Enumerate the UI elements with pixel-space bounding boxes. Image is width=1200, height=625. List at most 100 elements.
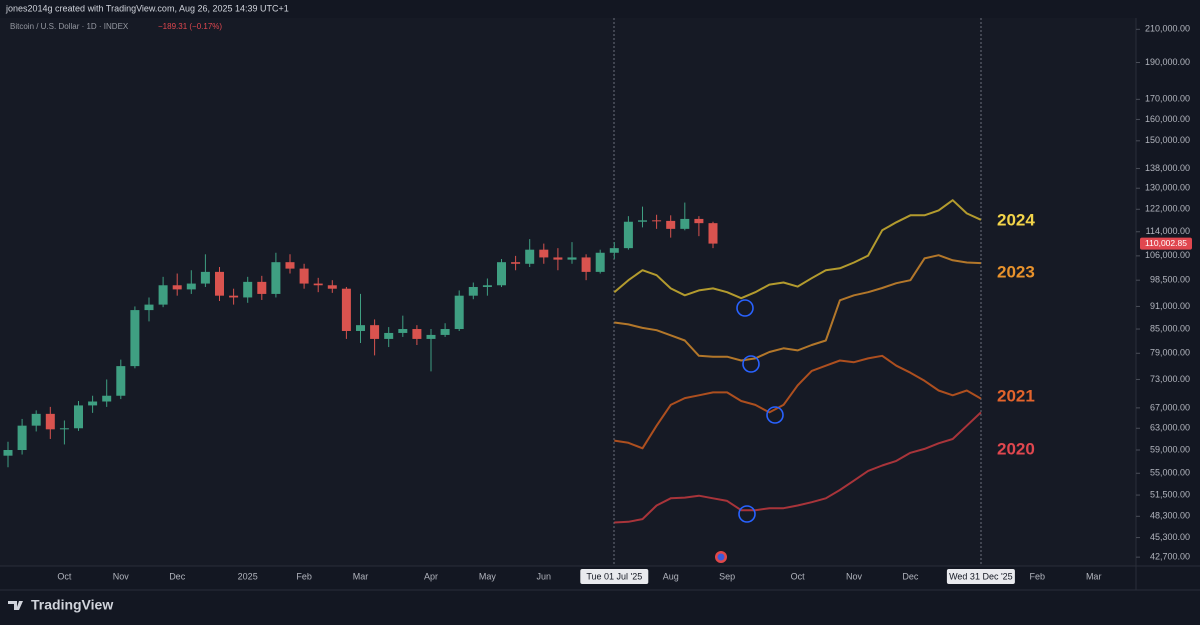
event-flag xyxy=(715,551,727,563)
y-tick-label: 98,500.00 xyxy=(1150,275,1190,285)
caption: jones2014g created with TradingView.com,… xyxy=(5,3,289,13)
candle-body xyxy=(59,428,69,430)
candle-body xyxy=(130,310,140,367)
y-tick-label: 170,000.00 xyxy=(1145,94,1190,104)
candle-body xyxy=(638,220,647,222)
y-tick-label: 138,000.00 xyxy=(1145,163,1190,173)
x-tick-label: Sep xyxy=(719,571,735,581)
x-tick-label: Feb xyxy=(1030,571,1046,581)
season-line xyxy=(614,411,982,524)
candle-body xyxy=(525,249,535,264)
candle-body xyxy=(384,332,394,339)
candle-body xyxy=(581,257,591,272)
last-price-tag xyxy=(1140,237,1192,250)
marks: 210,000.00 190,000.00 170,000.00 160,000.00… xyxy=(3,24,1192,584)
x-tick-label: Apr xyxy=(424,571,438,581)
candle-body xyxy=(370,325,380,339)
x-tick-label: Mar xyxy=(353,571,369,581)
brand: TradingView xyxy=(31,597,113,613)
last-price-label: 110,002.85 xyxy=(1145,238,1187,248)
candle-body xyxy=(3,450,13,456)
candle-body xyxy=(186,283,196,290)
logo xyxy=(8,601,23,610)
candle-body xyxy=(17,425,27,451)
candle-body xyxy=(454,295,464,330)
y-tick-label: 48,300.00 xyxy=(1150,511,1190,521)
x-tick-label: Wed 31 Dec '25 xyxy=(949,571,1013,581)
candle-body xyxy=(257,281,267,294)
candle-body xyxy=(666,220,676,229)
x-tick-label: 2025 xyxy=(238,571,258,581)
y-tick-label: 63,000.00 xyxy=(1150,423,1190,433)
candle-body xyxy=(200,271,210,284)
candle-body xyxy=(680,218,690,229)
candle-body xyxy=(482,285,492,287)
candle-body xyxy=(285,262,295,269)
season-line xyxy=(614,254,981,362)
x-tick-label: Dec xyxy=(169,571,186,581)
candle-body xyxy=(144,304,154,311)
candle-body xyxy=(45,413,55,430)
highlight-circle xyxy=(736,299,754,317)
highlight-circle xyxy=(742,355,760,373)
candle-body xyxy=(271,262,281,294)
candle-body xyxy=(74,405,83,429)
symbol-title: Bitcoin / U.S. Dollar · 1D · INDEX xyxy=(10,22,129,31)
season-line xyxy=(614,354,982,450)
candle-body xyxy=(694,218,704,224)
candle-body xyxy=(609,248,619,253)
series-label: 2023 xyxy=(997,262,1035,281)
x-tick-label: May xyxy=(479,571,497,581)
x-tick-label: Oct xyxy=(57,571,72,581)
candle-body xyxy=(313,283,323,286)
date-badge xyxy=(580,569,649,584)
candle-body xyxy=(708,223,718,244)
candle-body xyxy=(595,252,605,272)
candle-body xyxy=(567,257,577,260)
x-tick-label: Dec xyxy=(902,571,919,581)
y-tick-label: 67,000.00 xyxy=(1150,402,1190,412)
candle-body xyxy=(511,262,521,264)
y-tick-label: 85,000.00 xyxy=(1150,323,1190,333)
y-tick-label: 150,000.00 xyxy=(1145,135,1190,145)
y-tick-label: 130,000.00 xyxy=(1145,183,1190,193)
x-tick-label: Jun xyxy=(537,571,552,581)
candle-body xyxy=(299,268,309,284)
candle-body xyxy=(31,413,41,426)
candle-body xyxy=(327,285,337,289)
candle-body xyxy=(243,281,253,298)
candle-body xyxy=(398,329,408,333)
candle-body xyxy=(172,285,182,290)
candle-body xyxy=(158,285,168,305)
x-tick-label: Nov xyxy=(846,571,863,581)
x-tick-label: Aug xyxy=(663,571,679,581)
price-change: −189.31 (−0.17%) xyxy=(158,22,222,31)
series-label: 2024 xyxy=(997,210,1035,229)
y-tick-label: 55,000.00 xyxy=(1150,468,1190,478)
candle-body xyxy=(468,286,478,296)
candle-body xyxy=(116,366,126,396)
x-tick-label: Mar xyxy=(1086,571,1102,581)
candle-body xyxy=(440,329,450,335)
series-label: 2021 xyxy=(997,386,1035,405)
highlight-circle xyxy=(766,406,784,424)
candle-body xyxy=(539,249,549,258)
y-tick-label: 91,000.00 xyxy=(1150,301,1190,311)
candle-body xyxy=(88,401,98,406)
season-line xyxy=(613,199,982,300)
candle-body xyxy=(497,262,506,286)
y-tick-label: 160,000.00 xyxy=(1145,114,1190,124)
x-tick-label: Tue 01 Jul '25 xyxy=(586,571,642,581)
y-tick-label: 190,000.00 xyxy=(1145,57,1190,67)
candle-body xyxy=(215,271,224,296)
y-tick-label: 42,700.00 xyxy=(1150,552,1190,562)
y-tick-label: 106,000.00 xyxy=(1145,250,1190,260)
candle-body xyxy=(102,395,112,402)
series-label: 2020 xyxy=(997,439,1035,458)
candle-body xyxy=(356,325,365,331)
x-tick-label: Feb xyxy=(296,571,312,581)
y-tick-label: 51,500.00 xyxy=(1150,489,1190,499)
candle-body xyxy=(341,288,351,331)
